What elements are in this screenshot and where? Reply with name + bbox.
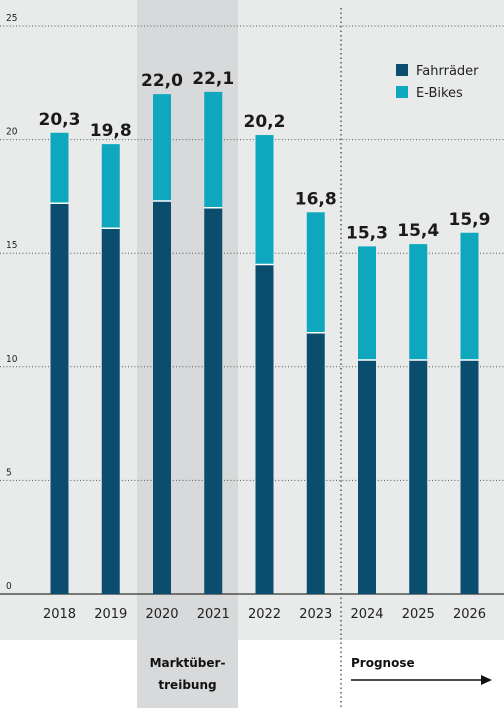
y-axis-ticks: 0 5 10 15 20 25	[6, 13, 18, 592]
bar-segment-fahrraeder	[460, 359, 479, 594]
x-tick-label: 2019	[94, 607, 127, 622]
bar-segment-ebikes	[460, 232, 479, 360]
bar-segment-fahrraeder	[101, 228, 120, 594]
total-value-label: 15,4	[397, 221, 439, 241]
bar-segment-ebikes	[204, 91, 223, 208]
total-value-label: 20,3	[39, 110, 81, 130]
bar-segment-fahrraeder	[204, 207, 223, 594]
total-labels: 20,3 19,8 22,0 22,1 20,2 16,8 15,3 15,4 15,9	[39, 69, 491, 243]
legend: Fahrräder E-Bikes	[396, 64, 479, 101]
bars	[50, 91, 479, 594]
bar-segment-fahrraeder	[306, 332, 325, 594]
bar-segment-ebikes	[358, 246, 376, 360]
forecast-arrow-head	[481, 675, 492, 685]
bar-segment-fahrraeder	[50, 203, 69, 594]
y-tick-label: 0	[6, 581, 12, 592]
bar-segment-fahrraeder	[409, 359, 428, 594]
y-tick-label: 10	[6, 354, 18, 365]
total-value-label: 15,9	[449, 210, 491, 230]
bar-segment-ebikes	[101, 144, 120, 229]
total-value-label: 19,8	[90, 121, 132, 141]
bar-segment-ebikes	[255, 135, 274, 265]
x-axis-ticks: 2018 2019 2020 2021 2022 2023 2024 2025 2026	[43, 607, 486, 622]
x-tick-label: 2020	[145, 607, 178, 622]
x-tick-label: 2018	[43, 607, 76, 622]
y-tick-label: 20	[6, 127, 18, 138]
y-tick-label: 15	[6, 240, 17, 251]
legend-swatch-ebikes	[396, 86, 408, 98]
legend-label-ebikes: E-Bikes	[416, 86, 463, 101]
y-tick-label: 5	[6, 467, 12, 478]
legend-label-fahrraeder: Fahrräder	[416, 64, 479, 79]
forecast-label: Prognose	[351, 656, 415, 670]
total-value-label: 22,0	[141, 71, 183, 91]
bar-segment-ebikes	[50, 132, 69, 204]
bar-segment-ebikes	[306, 212, 325, 333]
total-value-label: 15,3	[346, 223, 388, 243]
total-value-label: 22,1	[192, 69, 234, 89]
legend-swatch-fahrraeder	[396, 64, 408, 76]
highlight-label-line1: Marktüber-	[150, 656, 226, 670]
bar-segment-ebikes	[409, 244, 428, 360]
bar-segment-fahrraeder	[153, 200, 171, 594]
x-tick-label: 2021	[197, 607, 230, 622]
highlight-label-line2: treibung	[158, 678, 216, 692]
total-value-label: 16,8	[295, 189, 337, 209]
bar-segment-ebikes	[153, 94, 171, 201]
x-tick-label: 2026	[453, 607, 486, 622]
y-tick-label: 25	[6, 13, 17, 24]
market-exaggeration-highlight	[137, 0, 238, 708]
x-tick-label: 2023	[299, 607, 332, 622]
bar-segment-fahrraeder	[255, 264, 274, 594]
x-tick-label: 2024	[350, 607, 383, 622]
total-value-label: 20,2	[244, 112, 286, 132]
bar-segment-fahrraeder	[358, 359, 376, 594]
x-tick-label: 2025	[402, 607, 435, 622]
forecast-arrow	[351, 675, 492, 685]
x-tick-label: 2022	[248, 607, 281, 622]
